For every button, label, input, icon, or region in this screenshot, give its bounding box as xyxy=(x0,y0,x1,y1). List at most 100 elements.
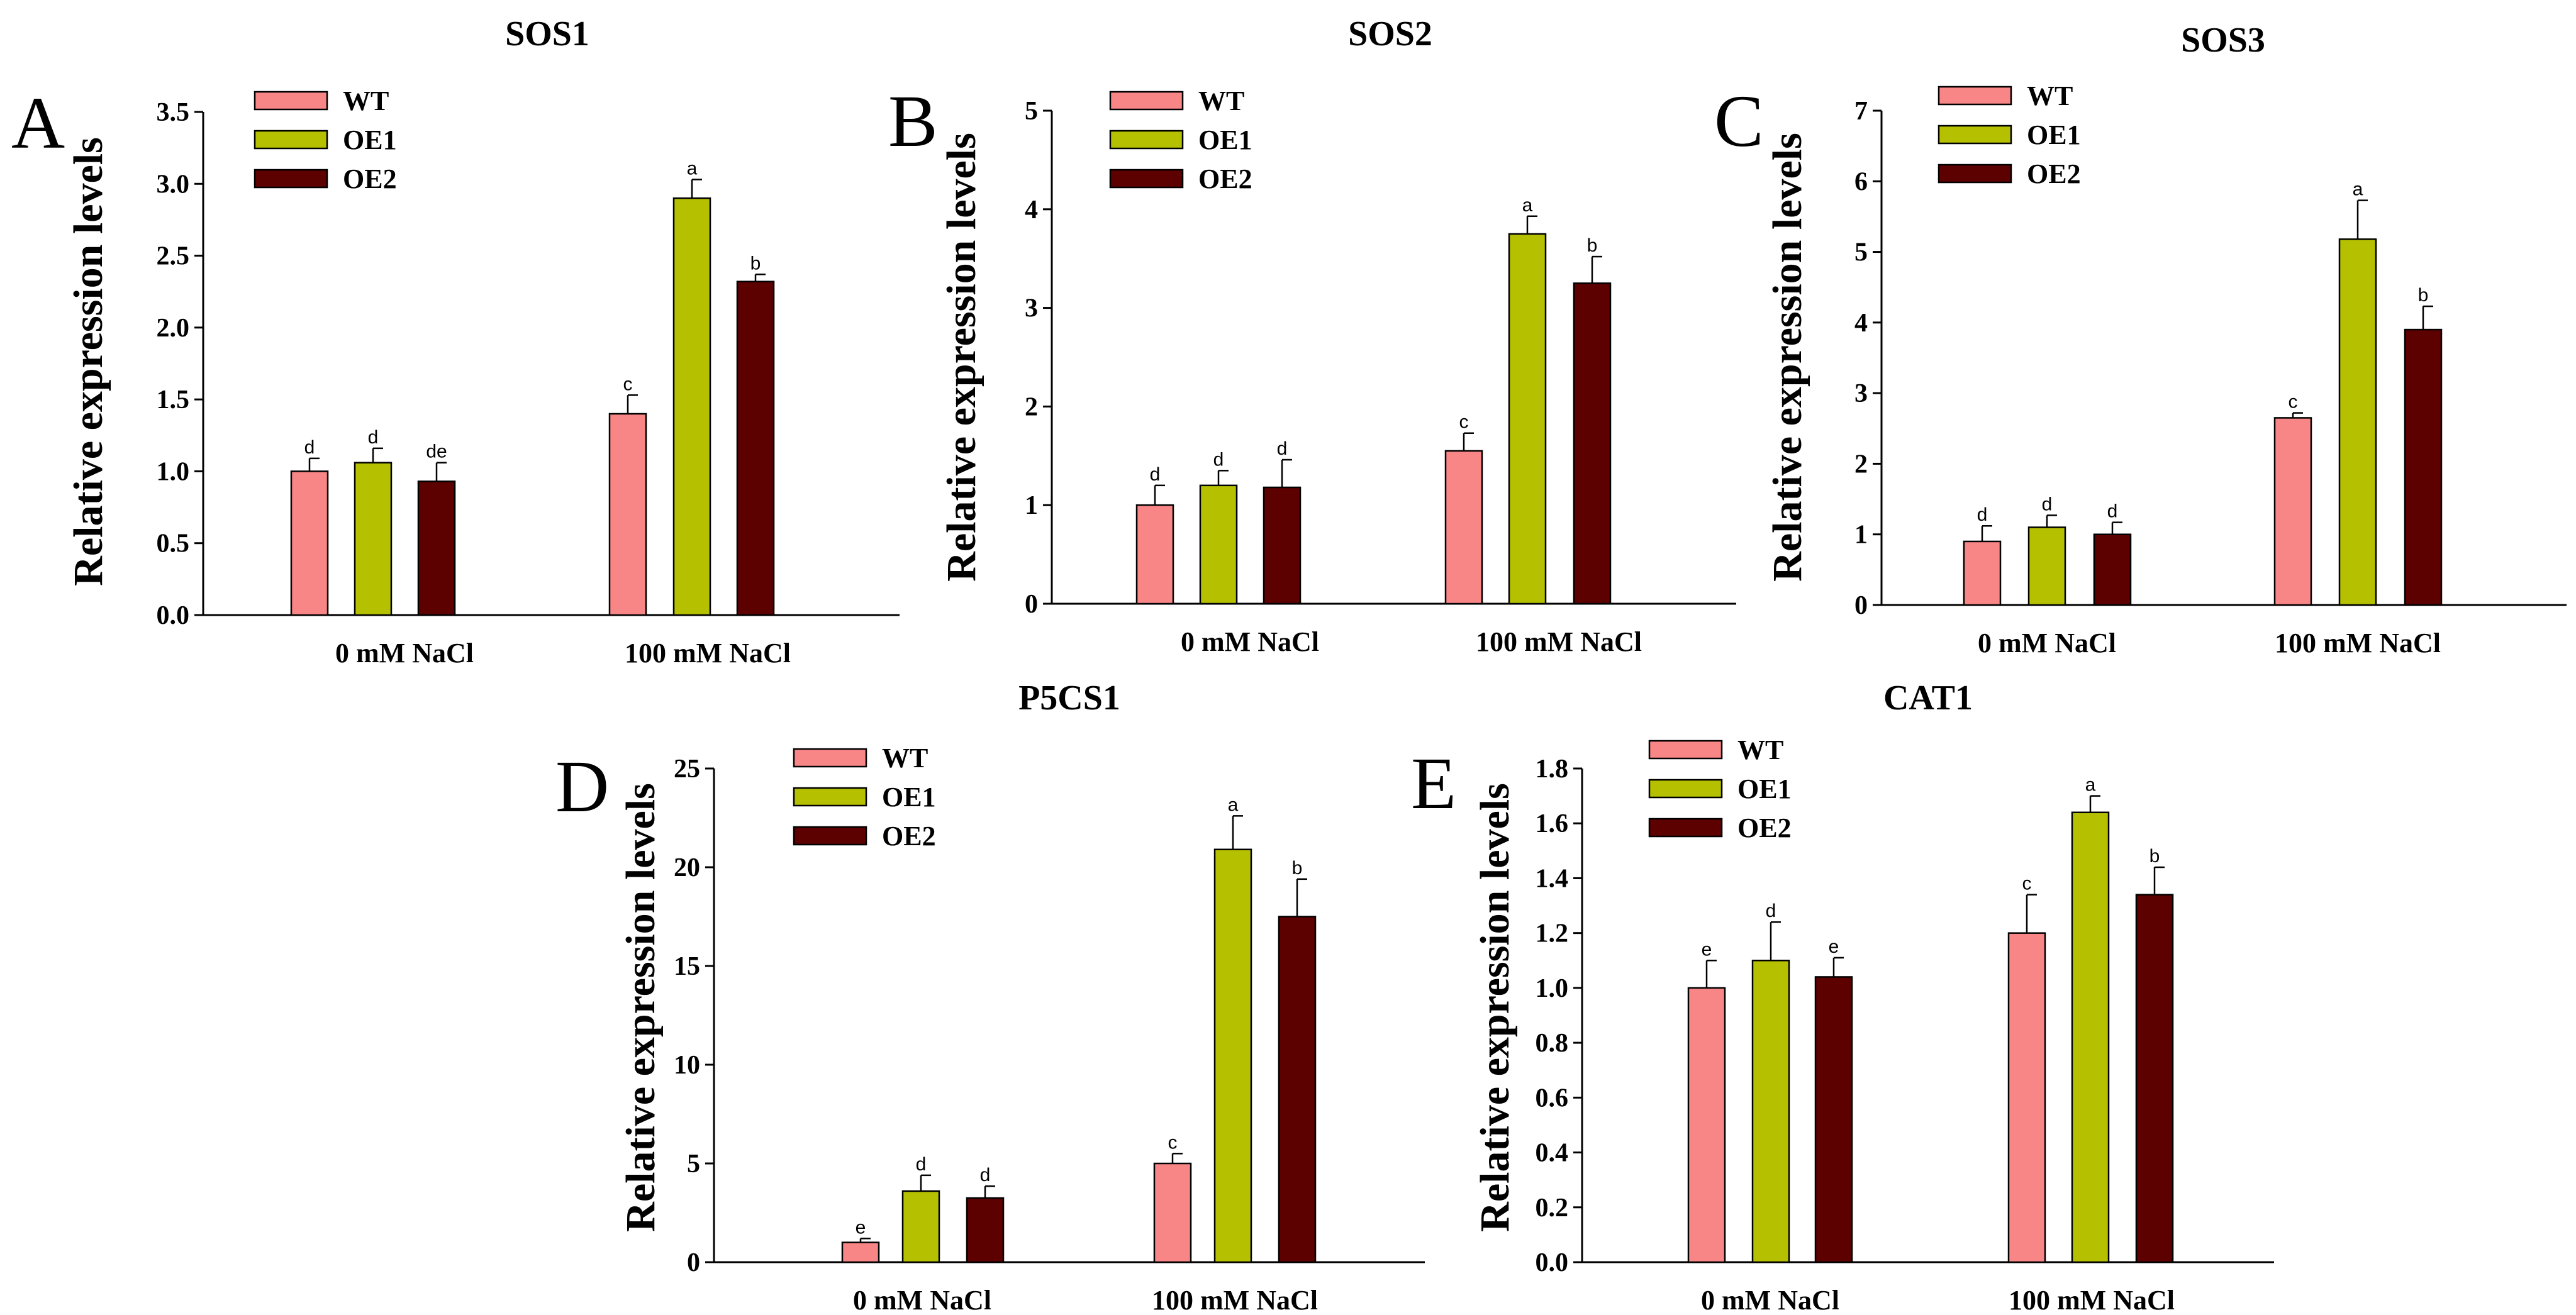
significance-label: a xyxy=(2353,179,2363,200)
bar-oe1 xyxy=(2027,526,2066,606)
y-tick-label: 0 xyxy=(1854,591,1868,620)
x-category-label: 0 mM NaCl xyxy=(1701,1285,1839,1315)
legend-label: OE1 xyxy=(882,782,936,813)
bar-oe2 xyxy=(1278,916,1317,1263)
y-tick-label: 1.4 xyxy=(1536,864,1569,893)
legend-label: WT xyxy=(2027,80,2073,111)
legend-swatch-oe2 xyxy=(1648,818,1723,838)
panel-letter: D xyxy=(555,745,609,828)
y-tick-label: 0 xyxy=(1025,590,1038,619)
bar-wt xyxy=(1963,540,2002,606)
legend-swatch-oe1 xyxy=(793,787,867,807)
y-tick-label: 5 xyxy=(687,1150,700,1179)
legend-label: WT xyxy=(1737,735,1783,765)
chart-panel-d: P5CS1 D Relative expression levels 0 5 10 15 20… xyxy=(555,679,1425,1315)
significance-label: de xyxy=(426,441,447,462)
legend-label: WT xyxy=(882,743,928,774)
legend-label: OE1 xyxy=(2027,119,2081,150)
legend-swatch-oe1 xyxy=(1109,130,1184,150)
bar-oe2 xyxy=(417,480,456,616)
chart-title: CAT1 xyxy=(1883,679,1973,718)
y-axis-label: Relative expression levels xyxy=(1472,783,1518,1232)
y-tick-label: 2 xyxy=(1025,392,1038,421)
legend-label: OE2 xyxy=(2027,158,2081,189)
bar-oe2 xyxy=(736,280,775,616)
y-tick-label: 0.0 xyxy=(1536,1248,1569,1277)
legend-label: OE1 xyxy=(343,125,397,155)
y-axis-label: Relative expression levels xyxy=(939,133,984,582)
significance-label: b xyxy=(1292,858,1303,879)
bar-wt xyxy=(1153,1162,1192,1263)
y-tick-label: 1.0 xyxy=(1536,974,1569,1003)
x-category-label: 0 mM NaCl xyxy=(853,1285,991,1315)
legend-label: WT xyxy=(343,86,389,116)
y-tick-label: 5 xyxy=(1025,97,1038,126)
panel-letter: E xyxy=(1411,742,1456,824)
legend-label: OE2 xyxy=(1198,164,1252,194)
bar-wt xyxy=(1444,450,1483,605)
bar-oe2 xyxy=(2093,533,2132,606)
bar-oe1 xyxy=(1213,848,1252,1263)
legend-swatch-oe1 xyxy=(1938,125,2012,145)
chart-title: SOS3 xyxy=(2181,21,2265,60)
significance-label: b xyxy=(750,253,761,274)
x-category-label: 100 mM NaCl xyxy=(2275,628,2441,658)
significance-label: a xyxy=(687,158,698,179)
legend-label: OE1 xyxy=(1737,774,1792,804)
y-tick-label: 1.0 xyxy=(157,457,190,486)
legend-swatch-wt xyxy=(254,91,328,111)
y-tick-label: 20 xyxy=(674,853,700,882)
significance-label: d xyxy=(1213,449,1224,470)
panel-letter: A xyxy=(11,82,65,164)
legend-swatch-oe2 xyxy=(1109,169,1184,189)
legend: WT OE1 OE2 xyxy=(1109,86,1252,194)
significance-label: d xyxy=(2107,501,2118,522)
y-tick-label: 1.5 xyxy=(157,386,190,414)
significance-label: d xyxy=(980,1165,991,1185)
significance-label: c xyxy=(2289,392,2298,413)
bar-oe1 xyxy=(1751,960,1790,1263)
significance-label: a xyxy=(1522,195,1533,216)
bar-oe1 xyxy=(2071,811,2110,1263)
y-tick-label: 0.6 xyxy=(1536,1084,1569,1112)
legend-swatch-oe1 xyxy=(1648,779,1723,799)
y-tick-label: 0.5 xyxy=(157,530,190,558)
bar-oe2 xyxy=(2135,894,2174,1263)
significance-label: d xyxy=(1766,901,1776,921)
y-tick-label: 4 xyxy=(1854,309,1868,338)
bar-wt xyxy=(608,413,647,616)
y-tick-label: 2.5 xyxy=(157,242,190,271)
chart-title: SOS2 xyxy=(1348,14,1432,53)
significance-label: c xyxy=(1459,412,1469,433)
y-tick-label: 3.5 xyxy=(157,98,190,127)
chart-title: SOS1 xyxy=(505,14,589,53)
bar-oe2 xyxy=(966,1197,1005,1263)
y-tick-label: 0.8 xyxy=(1536,1029,1569,1058)
y-tick-label: 6 xyxy=(1854,167,1868,196)
x-category-label: 100 mM NaCl xyxy=(2009,1285,2175,1315)
bar-oe1 xyxy=(1199,484,1238,605)
bar-wt xyxy=(1135,504,1174,605)
bar-wt xyxy=(2273,417,2312,606)
y-tick-label: 2.0 xyxy=(157,314,190,343)
y-tick-label: 3 xyxy=(1025,294,1038,323)
x-category-label: 100 mM NaCl xyxy=(625,638,791,669)
significance-label: c xyxy=(1168,1132,1178,1153)
significance-label: d xyxy=(2042,494,2053,514)
y-tick-label: 1 xyxy=(1854,521,1868,550)
y-tick-label: 1 xyxy=(1025,491,1038,520)
legend: WT OE1 OE2 xyxy=(793,743,936,852)
significance-label: d xyxy=(916,1154,927,1175)
y-axis-label: Relative expression levels xyxy=(618,783,664,1232)
panel-letter: C xyxy=(1714,80,1764,162)
y-tick-label: 7 xyxy=(1854,97,1868,126)
y-axis-label: Relative expression levels xyxy=(65,137,111,586)
y-tick-label: 0.4 xyxy=(1536,1139,1569,1168)
legend-swatch-oe1 xyxy=(254,130,328,150)
legend-swatch-oe2 xyxy=(254,169,328,189)
legend: WT OE1 OE2 xyxy=(1648,735,1792,843)
